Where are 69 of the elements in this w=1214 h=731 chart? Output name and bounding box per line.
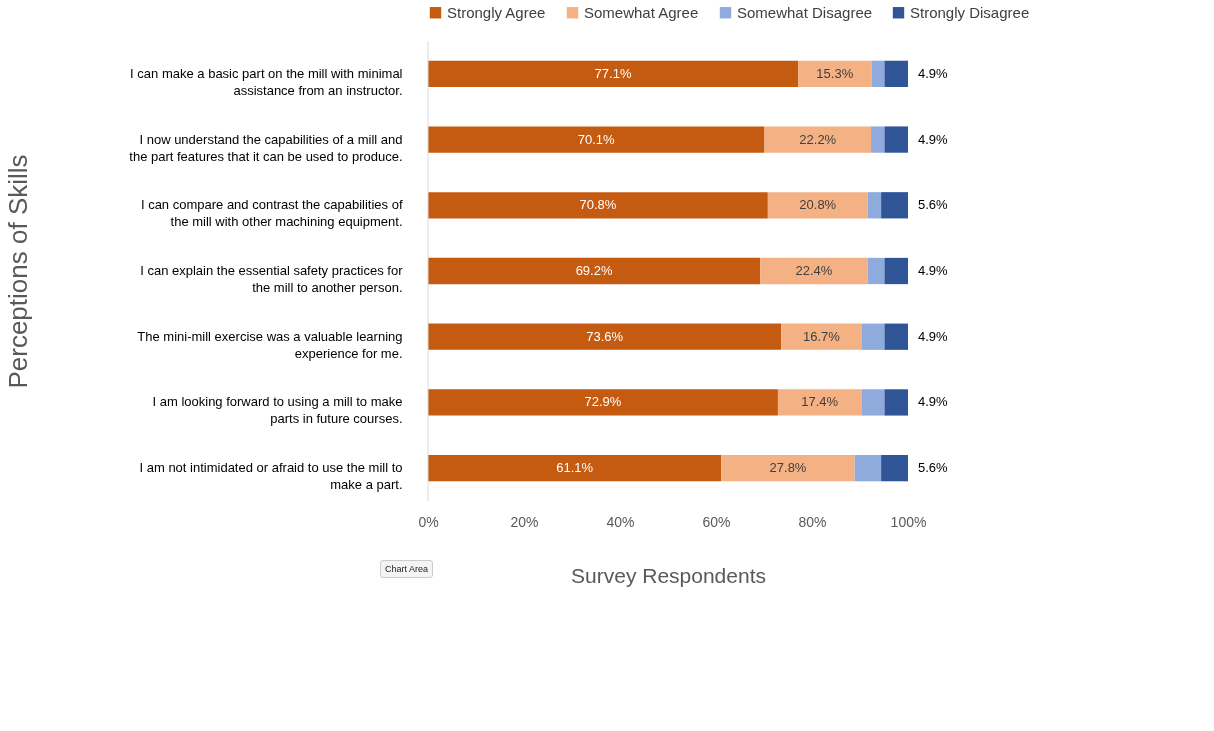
bar bbox=[428, 323, 782, 350]
bar bbox=[764, 126, 872, 153]
bar bbox=[781, 323, 862, 350]
y-tick-label: I can compare and contrast the capabilities of the mill with other machining equipment. bbox=[140, 197, 403, 230]
data-label: 73.6% bbox=[586, 328, 624, 344]
bar bbox=[884, 323, 908, 350]
data-label: 16.7% bbox=[802, 328, 841, 344]
bar bbox=[884, 257, 908, 285]
data-label: 20.8% bbox=[799, 197, 837, 213]
bar bbox=[881, 455, 908, 482]
x-tick-label: 60% bbox=[702, 513, 731, 530]
legend-label: Strongly Disagree bbox=[910, 3, 1030, 21]
y-tick-label: I am looking forward to using a mill to make parts in future courses. bbox=[152, 394, 403, 427]
bar bbox=[884, 389, 908, 416]
x-tick-label: 0% bbox=[418, 513, 439, 530]
legend-label: Somewhat Agree bbox=[584, 3, 699, 21]
text: Chart Area bbox=[380, 560, 434, 578]
bar bbox=[884, 126, 908, 153]
y-tick-label: The mini-mill exercise was a valuable learning experience for me. bbox=[137, 328, 403, 361]
bar bbox=[871, 60, 885, 87]
bar bbox=[854, 455, 882, 482]
y-tick-label: I now understand the capabilities of a mill and the part features that it can be used to produce. bbox=[129, 131, 403, 164]
x-axis-title: Survey Respondents bbox=[571, 563, 766, 587]
bar bbox=[798, 60, 872, 87]
data-label: 17.4% bbox=[801, 394, 839, 410]
legend-label: Strongly Agree bbox=[447, 3, 546, 21]
y-tick-label: I am not intimidated or afraid to use the mill to make a part. bbox=[139, 460, 403, 493]
bar bbox=[884, 60, 908, 87]
data-label: 22.2% bbox=[799, 131, 837, 147]
bar bbox=[428, 455, 722, 482]
data-label: 5.6% bbox=[918, 460, 949, 476]
y-tick-label: I can explain the essential safety practices for the mill to another person. bbox=[140, 263, 404, 295]
bar bbox=[428, 192, 768, 219]
bar bbox=[861, 389, 885, 416]
bar bbox=[861, 323, 885, 350]
data-label: 27.8% bbox=[769, 460, 807, 476]
bar bbox=[867, 192, 882, 219]
x-tick-label: 80% bbox=[798, 513, 827, 530]
data-label: 4.9% bbox=[918, 65, 949, 81]
y-axis-title: Perceptions of Skills bbox=[2, 154, 33, 389]
data-label: 4.9% bbox=[918, 394, 949, 410]
bar bbox=[760, 257, 868, 285]
data-label: 4.9% bbox=[918, 131, 949, 147]
data-label: 5.6% bbox=[918, 197, 949, 213]
data-label: 69.2% bbox=[575, 263, 613, 278]
bar bbox=[881, 192, 908, 219]
bar bbox=[428, 60, 799, 87]
data-label: 70.8% bbox=[579, 197, 617, 213]
data-label: 61.1% bbox=[556, 460, 594, 476]
data-label: 4.9% bbox=[918, 328, 949, 344]
bar bbox=[777, 389, 862, 416]
bar bbox=[428, 257, 761, 285]
y-tick-label: I can make a basic part on the mill with minimal assistance from an instructor. bbox=[130, 65, 403, 98]
bar bbox=[871, 126, 885, 153]
x-tick-label: 20% bbox=[510, 513, 539, 530]
bar bbox=[428, 389, 778, 416]
data-label: 22.4% bbox=[795, 263, 833, 278]
data-label: 77.1% bbox=[594, 65, 632, 81]
x-tick-label: 40% bbox=[606, 513, 635, 530]
bar bbox=[721, 455, 855, 482]
bar bbox=[428, 126, 765, 153]
data-label: 72.9% bbox=[584, 394, 622, 410]
x-tick-label: 100% bbox=[890, 513, 927, 530]
data-label: 4.9% bbox=[918, 263, 949, 278]
data-label: 15.3% bbox=[816, 65, 854, 81]
bar bbox=[867, 257, 885, 285]
data-label: 70.1% bbox=[577, 131, 616, 147]
bar bbox=[767, 192, 868, 219]
legend-label: Somewhat Disagree bbox=[737, 3, 873, 21]
